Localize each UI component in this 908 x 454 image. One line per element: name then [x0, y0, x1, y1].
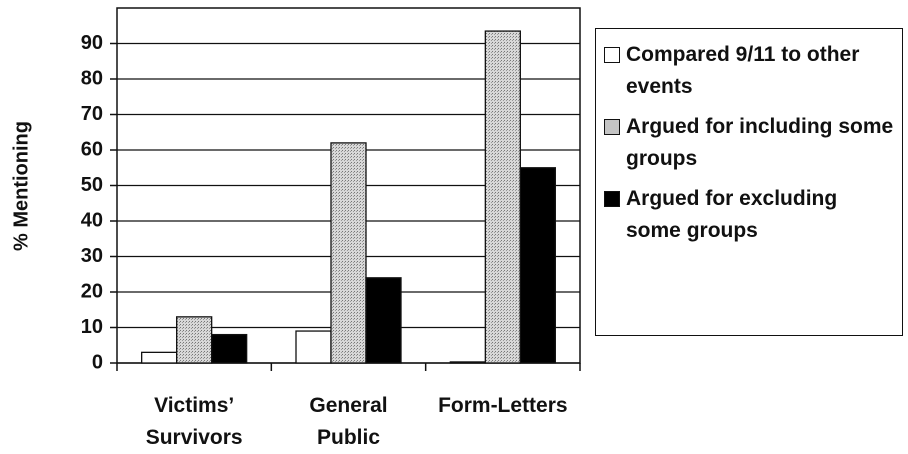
x-tick-label: Victims’ Survivors [145, 394, 243, 449]
legend-item: Compared 9/11 to other events [604, 39, 894, 103]
y-tick-label: 80 [81, 67, 103, 89]
legend-item: Argued for excluding some groups [604, 183, 894, 247]
y-tick-label: 20 [81, 280, 103, 302]
y-tick-label: 40 [81, 209, 103, 231]
y-tick-label: 30 [81, 245, 103, 267]
y-tick-label: 10 [81, 316, 103, 338]
legend-label: Compared 9/11 to other events [626, 43, 860, 98]
legend-swatch [604, 191, 620, 207]
y-tick-label: 90 [81, 32, 103, 54]
bar [365, 277, 402, 364]
legend-swatch [604, 47, 620, 63]
bar [449, 361, 486, 364]
x-tick-label: General Public [309, 394, 388, 449]
bar [176, 316, 213, 364]
bar [484, 30, 521, 364]
bar [295, 330, 332, 364]
y-tick-label: 70 [81, 103, 103, 125]
legend-label: Argued for including some groups [626, 115, 894, 170]
bar [519, 167, 556, 364]
legend: Compared 9/11 to other events Argued for … [595, 28, 903, 336]
bar [330, 142, 367, 364]
x-tick-label: Form-Letters [438, 394, 568, 417]
legend-label: Argued for excluding some groups [626, 187, 838, 242]
y-tick-label: 0 [92, 351, 103, 373]
y-tick-label: 50 [81, 174, 103, 196]
bar [211, 333, 248, 364]
legend-swatch [604, 119, 620, 135]
y-axis-label: % Mentioning [10, 121, 32, 251]
y-tick-label: 60 [81, 138, 103, 160]
legend-item: Argued for including some groups [604, 111, 894, 175]
bar [141, 351, 178, 364]
